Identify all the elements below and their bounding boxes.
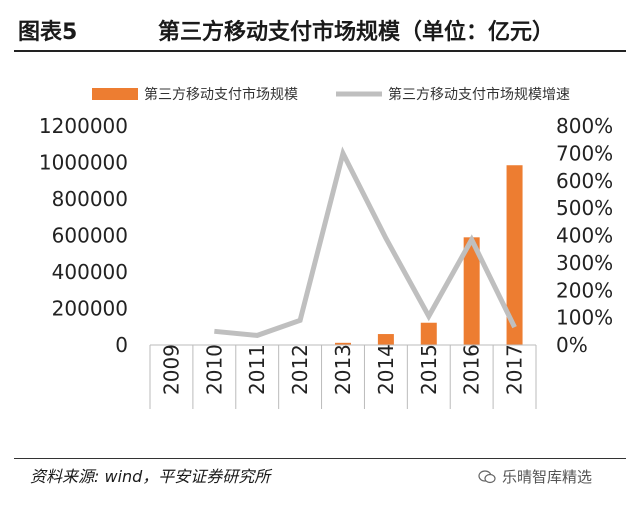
- right-tick-label: 0%: [556, 333, 588, 357]
- right-tick-label: 400%: [556, 224, 613, 248]
- right-tick-label: 300%: [556, 251, 613, 275]
- figure-title: 第三方移动支付市场规模（单位：亿元）: [158, 20, 555, 45]
- legend-line-label: 第三方移动支付市场规模增速: [388, 86, 570, 103]
- legend: 第三方移动支付市场规模 第三方移动支付市场规模增速: [92, 86, 570, 103]
- wechat-icon: [478, 469, 496, 483]
- x-tick-label-2014: 2014: [374, 344, 398, 395]
- left-tick-label: 600000: [52, 224, 128, 248]
- figure-label: 图表5: [18, 20, 78, 45]
- x-tick-label-2013: 2013: [331, 344, 355, 395]
- footer-divider: [14, 458, 626, 459]
- x-tick-label-2009: 2009: [159, 344, 183, 395]
- growth-line: [214, 146, 517, 338]
- source-note: 资料来源: wind，平安证券研究所: [30, 467, 271, 486]
- legend-bar-swatch: [92, 88, 138, 100]
- bar-2014: [377, 334, 394, 345]
- left-axis: 0 200000 400000 600000 800000 1000000 1200000: [39, 114, 128, 357]
- x-tick-label-2015: 2015: [417, 344, 441, 395]
- x-tick-label-2010: 2010: [202, 344, 226, 395]
- x-axis: 2009 2010 2011 2012 2013 2014 2015 2016 2017: [149, 344, 537, 409]
- bar-2016: [463, 237, 480, 345]
- left-tick-label: 1000000: [39, 151, 128, 175]
- left-tick-label: 0: [115, 333, 128, 357]
- x-tick-label-2017: 2017: [503, 344, 527, 395]
- bar-2015: [420, 322, 437, 345]
- growth-line-path: [214, 146, 517, 338]
- x-tick-label-2012: 2012: [288, 344, 312, 395]
- right-tick-label: 200%: [556, 278, 613, 302]
- figure-header: 图表5 第三方移动支付市场规模（单位：亿元）: [14, 8, 626, 52]
- bar-2013: [335, 342, 351, 345]
- watermark: 乐晴智库精选: [478, 466, 592, 487]
- chart: 第三方移动支付市场规模 第三方移动支付市场规模增速 0 200000 400000 60…: [39, 86, 613, 409]
- bars: [163, 165, 523, 345]
- left-tick-label: 800000: [52, 187, 128, 211]
- x-tick-label-2011: 2011: [245, 344, 269, 395]
- bar-2017: [506, 165, 523, 345]
- left-tick-label: 200000: [52, 297, 128, 321]
- right-tick-label: 800%: [556, 114, 613, 138]
- left-tick-label: 400000: [52, 260, 128, 284]
- right-tick-label: 700%: [556, 141, 613, 165]
- watermark-text: 乐晴智库精选: [502, 468, 593, 486]
- left-tick-label: 1200000: [39, 114, 128, 138]
- legend-bar-label: 第三方移动支付市场规模: [144, 86, 298, 103]
- right-tick-label: 100%: [556, 306, 613, 330]
- right-axis: 0% 100% 200% 300% 400% 500% 600% 700% 800%: [556, 114, 613, 357]
- x-tick-label-2016: 2016: [460, 344, 484, 395]
- right-tick-label: 600%: [556, 169, 613, 193]
- right-tick-label: 500%: [556, 196, 613, 220]
